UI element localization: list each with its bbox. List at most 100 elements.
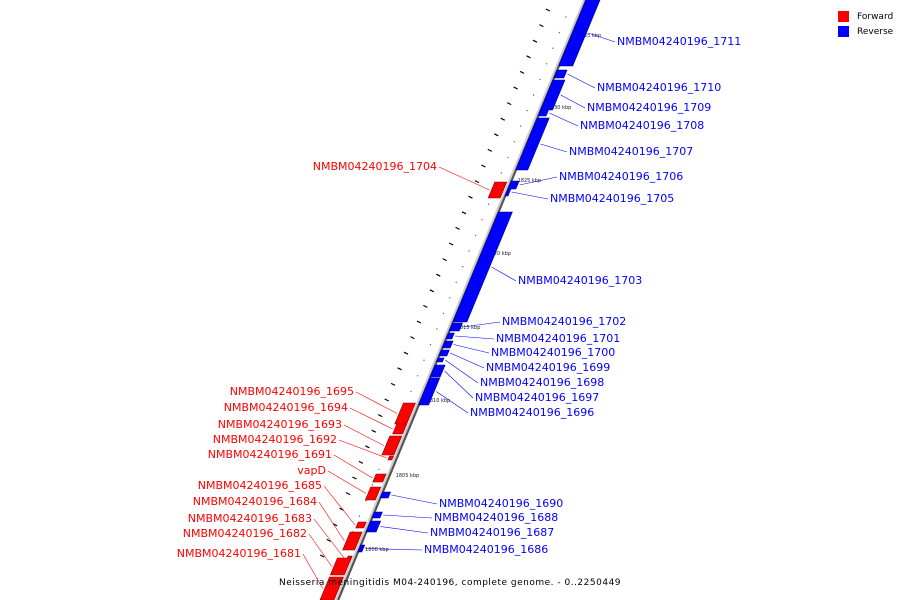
gene-feature — [445, 332, 455, 340]
tick-dot — [378, 468, 380, 471]
gene-feature — [381, 435, 403, 456]
gene-feature — [365, 520, 382, 533]
tick-dot — [416, 375, 419, 377]
gene-label: NMBM04240196_1705 — [550, 192, 674, 205]
tick-dot — [455, 281, 457, 283]
label-leader — [349, 407, 393, 430]
tick-dot — [442, 312, 445, 315]
legend-forward-label: Forward — [857, 11, 894, 22]
gene-label: NMBM04240196_1702 — [502, 315, 626, 328]
label-leader — [338, 439, 387, 459]
tick-dot — [487, 203, 490, 205]
gene-label: NMBM04240196_1687 — [430, 526, 554, 539]
tick-mark — [455, 226, 460, 230]
tick-dot — [565, 16, 567, 18]
label-leader — [491, 266, 517, 282]
label-leader — [391, 494, 438, 505]
tick-dot — [507, 156, 509, 159]
gene-feature — [357, 544, 366, 553]
tick-mark — [416, 320, 422, 324]
scale-label: 1825 kbp — [518, 178, 542, 184]
gene-feature — [448, 322, 463, 332]
tick-dot — [429, 343, 432, 346]
gene-label: NMBM04240196_1707 — [569, 145, 693, 158]
label-leader — [560, 94, 586, 109]
gene-feature — [487, 181, 508, 199]
tick-dot — [539, 78, 541, 81]
tick-mark — [513, 86, 518, 90]
gene-label: NMBM04240196_1698 — [480, 376, 604, 389]
label-leader — [462, 321, 501, 328]
tick-mark — [468, 195, 473, 199]
scale-label: 1830 kbp — [548, 105, 572, 111]
tick-dot — [513, 141, 515, 143]
gene-label: NMBM04240196_1704 — [313, 160, 437, 173]
label-leader — [511, 191, 549, 200]
label-leader — [455, 335, 495, 340]
tick-mark — [526, 55, 531, 59]
gene-feature — [329, 557, 352, 576]
gene-label: NMBM04240196_1701 — [496, 332, 620, 345]
gene-label: NMBM04240196_1700 — [491, 346, 615, 359]
gene-label: NMBM04240196_1682 — [183, 527, 307, 540]
gene-label: NMBM04240196_1711 — [617, 35, 741, 48]
label-leader — [355, 391, 398, 414]
scale-label: 1815 kbp — [457, 325, 481, 331]
tick-mark — [423, 304, 428, 308]
gene-features — [319, 0, 601, 600]
tick-mark — [519, 70, 525, 74]
gene-feature — [507, 180, 520, 190]
tick-mark — [365, 445, 370, 449]
gene-label: NMBM04240196_1703 — [518, 274, 642, 287]
tick-dot — [468, 250, 470, 252]
gene-feature — [435, 357, 445, 363]
tick-dot — [461, 265, 464, 268]
label-leader — [540, 143, 568, 153]
tick-dot — [423, 359, 425, 361]
gene-feature — [441, 340, 454, 349]
tick-mark — [326, 538, 331, 542]
gene-label: NMBM04240196_1708 — [580, 119, 704, 132]
gene-feature — [387, 455, 394, 461]
tick-dot — [552, 47, 554, 49]
gene-label: NMBM04240196_1694 — [224, 401, 348, 414]
tick-mark — [429, 289, 435, 293]
tick-mark — [442, 258, 447, 262]
label-leader — [438, 166, 490, 191]
tick-mark — [384, 398, 389, 402]
map-caption: Neisseria meningitidis M04-240196, compl… — [278, 578, 622, 588]
gene-label: NMBM04240196_1685 — [198, 479, 322, 492]
backbone-line — [335, 0, 585, 600]
gene-feature — [504, 187, 512, 197]
tick-dot — [532, 94, 535, 96]
tick-mark — [448, 242, 454, 246]
label-leader — [549, 112, 579, 127]
tick-dot — [449, 297, 451, 299]
gene-label: NMBM04240196_1697 — [475, 391, 599, 404]
gene-label: NMBM04240196_1683 — [188, 512, 312, 525]
gene-feature — [418, 377, 441, 406]
tick-mark — [403, 351, 409, 355]
tick-mark — [481, 164, 486, 168]
gene-feature — [515, 117, 550, 171]
tick-mark — [410, 336, 415, 340]
tick-mark — [377, 414, 383, 418]
gene-labels: NMBM04240196_1711 NMBM04240196_1710 NMBM04… — [177, 35, 742, 560]
scale-label: 1805 kbp — [396, 473, 420, 479]
tick-dot — [558, 31, 561, 34]
tick-dot — [474, 234, 477, 237]
tick-mark — [435, 273, 441, 277]
gene-feature — [342, 531, 363, 551]
tick-dot — [358, 515, 361, 517]
gene-feature — [392, 423, 408, 435]
backbone-shadow — [335, 0, 588, 600]
tick-dot — [371, 484, 374, 486]
tick-dot — [520, 125, 522, 127]
tick-mark — [474, 180, 480, 184]
gene-label: NMBM04240196_1695 — [230, 385, 354, 398]
gene-label: NMBM04240196_1681 — [177, 547, 301, 560]
tick-mark — [461, 211, 467, 215]
gene-label: NMBM04240196_1710 — [597, 81, 721, 94]
gene-label: NMBM04240196_1693 — [218, 418, 342, 431]
label-leader — [383, 514, 433, 519]
